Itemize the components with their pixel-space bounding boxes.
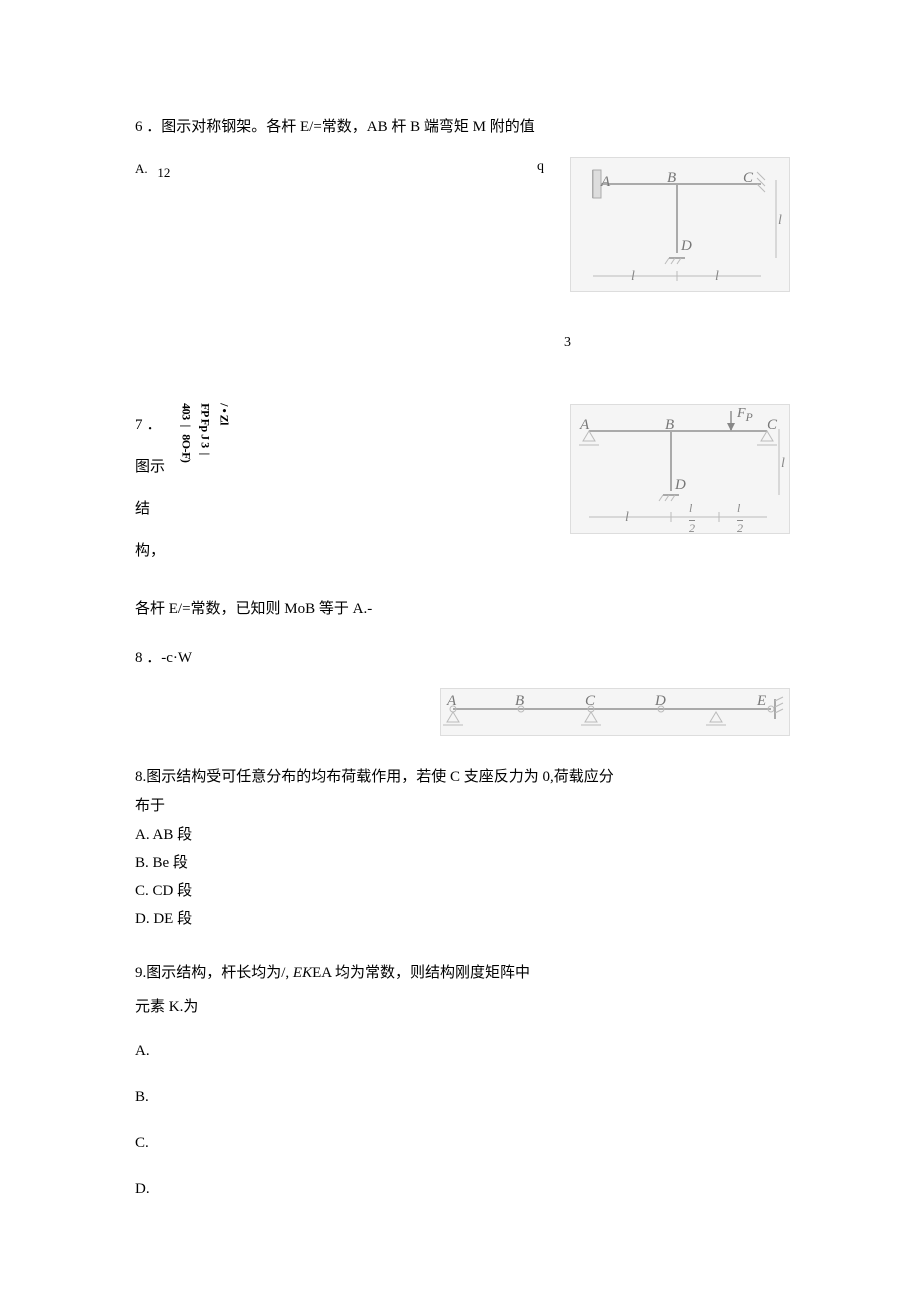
- q7-dim-lv: l: [781, 453, 785, 475]
- q7-dim-half1: l2: [689, 499, 695, 537]
- q7-node-d: D: [675, 473, 686, 497]
- q6-figure: A B C D l l l: [570, 157, 790, 292]
- fig8-e: E: [757, 689, 766, 713]
- q9-prefix: 9.图示结构，杆长均为/,: [135, 965, 293, 981]
- q6-option-a: A. 12: [135, 157, 170, 181]
- q8-figure: A B C D E: [440, 688, 790, 736]
- q7-row: 7． 图示 结 构， / • Zl FP Fp J 3 | 403 | 8O-F…: [135, 404, 790, 572]
- q7-vert1: 图示: [135, 446, 165, 488]
- page-number: 3: [345, 332, 790, 354]
- q7-num-col: 7． 图示 结 构，: [135, 404, 165, 572]
- q7-node-c: C: [767, 413, 777, 437]
- q6-node-a: A: [601, 170, 610, 194]
- q8-text2: 布于: [135, 795, 790, 818]
- q6-opt-a-letter: A.: [135, 161, 148, 176]
- q8-opt-d: D. DE 段: [135, 907, 790, 931]
- q6-node-b: B: [667, 166, 676, 190]
- page-content: 6 ．图示对称钢架。各杆 E/=常数，AB 杆 B 端弯矩 M 附的值 q A.…: [0, 0, 920, 1201]
- q9-text: 9.图示结构，杆长均为/, EKEA 均为常数，则结构刚度矩阵中: [135, 961, 790, 985]
- q8-options: A. AB 段 B. Be 段 C. CD 段 D. DE 段: [135, 823, 790, 931]
- q9-opt-c: C.: [135, 1131, 790, 1155]
- fig8-a: A: [447, 689, 456, 713]
- q7-dim-half2: l2: [737, 499, 743, 537]
- q8-pre: 8 ．-c·W: [135, 646, 790, 670]
- q9-sub: 元素 K.为: [135, 995, 790, 1019]
- q9-opt-d: D.: [135, 1177, 790, 1201]
- q9-ek: EK: [293, 965, 312, 981]
- q8pre-text: ．-c·W: [146, 650, 192, 666]
- q6-node-d: D: [681, 234, 692, 258]
- q6-node-c: C: [743, 166, 753, 190]
- fig8-wrap: A B C D E: [135, 688, 790, 736]
- fig8-d: D: [655, 689, 666, 713]
- q8-opt-a: A. AB 段: [135, 823, 790, 847]
- q6-load-label: q: [537, 156, 544, 178]
- q6-options: A. 12: [135, 157, 170, 292]
- q6-opt-a-value: 12: [157, 165, 170, 180]
- q7-left: 7． 图示 结 构， / • Zl FP Fp J 3 | 403 | 8O-F…: [135, 404, 234, 572]
- q7-figure: A B C D FP l l l2 l2: [570, 404, 790, 534]
- q6-dim-l2: l: [715, 266, 719, 288]
- q7-vert3: 构，: [135, 530, 165, 572]
- q8-text1: 8.图示结构受可任意分布的均布荷载作用，若使 C 支座反力为 0,荷载应分: [135, 766, 790, 789]
- q6-body-text: ．图示对称钢架。各杆 E/=常数，AB 杆 B 端弯矩 M 附的值: [146, 119, 534, 135]
- q9-opt-a: A.: [135, 1039, 790, 1063]
- q6-number: 6: [135, 119, 143, 135]
- q7-vert2: 结: [135, 488, 165, 530]
- q6-dim-l1: l: [631, 266, 635, 288]
- q9-opt-b: B.: [135, 1085, 790, 1109]
- fig8-c: C: [585, 689, 595, 713]
- q9-options: A. B. C. D.: [135, 1039, 790, 1201]
- q7-node-b: B: [665, 413, 674, 437]
- q7-known-line: 各杆 E/=常数，已知则 MoB 等于 A.-: [135, 597, 790, 621]
- q7-rotated-text: / • Zl FP Fp J 3 | 403 | 8O-F): [176, 404, 234, 463]
- q8pre-num: 8: [135, 650, 143, 666]
- fig8-b: B: [515, 689, 524, 713]
- q8-opt-c: C. CD 段: [135, 879, 790, 903]
- q7-svg: [571, 405, 791, 535]
- q8-opt-b: B. Be 段: [135, 851, 790, 875]
- q6-text: 6 ．图示对称钢架。各杆 E/=常数，AB 杆 B 端弯矩 M 附的值: [135, 115, 790, 139]
- q7-number: 7．: [135, 404, 165, 446]
- q7-dim-l1: l: [625, 507, 629, 529]
- q7-node-a: A: [580, 413, 589, 437]
- q6-dim-l-v: l: [778, 210, 782, 232]
- q8-svg: [441, 689, 791, 737]
- q6-row: A. 12 A B C: [135, 157, 790, 292]
- q9-mid: EA 均为常数，则结构刚度矩阵中: [312, 965, 530, 981]
- q7-fp: FP: [737, 403, 753, 427]
